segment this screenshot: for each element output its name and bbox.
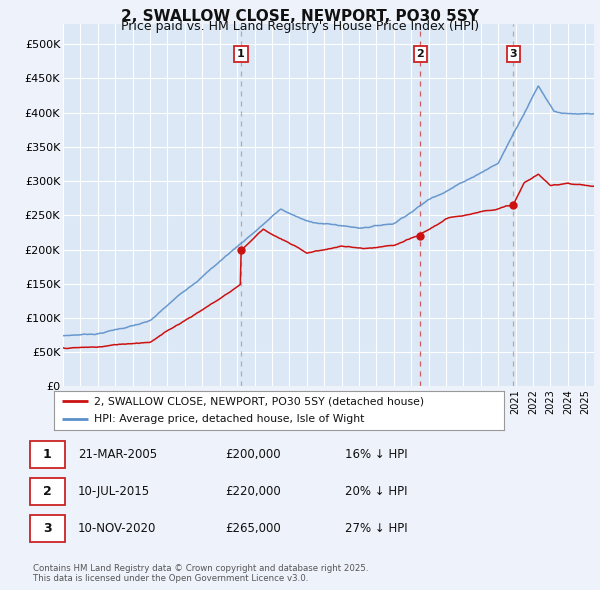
Text: 2, SWALLOW CLOSE, NEWPORT, PO30 5SY: 2, SWALLOW CLOSE, NEWPORT, PO30 5SY <box>121 9 479 24</box>
Text: 16% ↓ HPI: 16% ↓ HPI <box>345 448 407 461</box>
Text: 1: 1 <box>237 49 245 59</box>
Text: £200,000: £200,000 <box>225 448 281 461</box>
Text: 2: 2 <box>43 485 52 498</box>
Text: 27% ↓ HPI: 27% ↓ HPI <box>345 522 407 535</box>
Text: HPI: Average price, detached house, Isle of Wight: HPI: Average price, detached house, Isle… <box>95 414 365 424</box>
Text: 10-JUL-2015: 10-JUL-2015 <box>78 485 150 498</box>
Text: 2, SWALLOW CLOSE, NEWPORT, PO30 5SY (detached house): 2, SWALLOW CLOSE, NEWPORT, PO30 5SY (det… <box>95 396 425 406</box>
Text: 20% ↓ HPI: 20% ↓ HPI <box>345 485 407 498</box>
Text: 10-NOV-2020: 10-NOV-2020 <box>78 522 157 535</box>
Text: 2: 2 <box>416 49 424 59</box>
Text: 21-MAR-2005: 21-MAR-2005 <box>78 448 157 461</box>
Text: £220,000: £220,000 <box>225 485 281 498</box>
Text: 3: 3 <box>509 49 517 59</box>
Text: Contains HM Land Registry data © Crown copyright and database right 2025.
This d: Contains HM Land Registry data © Crown c… <box>33 563 368 583</box>
Text: £265,000: £265,000 <box>225 522 281 535</box>
Text: 1: 1 <box>43 448 52 461</box>
Text: 3: 3 <box>43 522 52 535</box>
Text: Price paid vs. HM Land Registry's House Price Index (HPI): Price paid vs. HM Land Registry's House … <box>121 20 479 33</box>
